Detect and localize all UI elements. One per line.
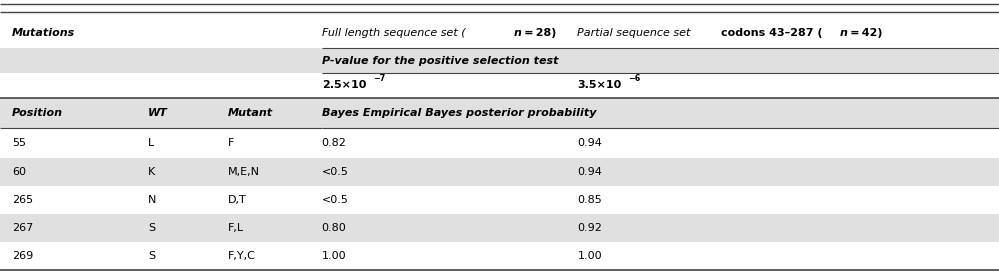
Text: Partial sequence set: Partial sequence set [577, 28, 694, 38]
Bar [0, 128, 999, 158]
Text: 0.82: 0.82 [322, 138, 347, 148]
Text: Full length sequence set (: Full length sequence set ( [322, 28, 466, 38]
Text: D,T: D,T [228, 195, 247, 205]
Text: codons 43–287 (: codons 43–287 ( [721, 28, 823, 38]
Text: F,Y,C: F,Y,C [228, 251, 256, 261]
Text: 1.00: 1.00 [322, 251, 347, 261]
Text: S: S [148, 251, 155, 261]
Text: WT: WT [148, 108, 168, 118]
Text: N: N [148, 195, 156, 205]
Text: 55: 55 [12, 138, 26, 148]
Bar [0, 48, 999, 73]
Text: <0.5: <0.5 [322, 167, 349, 177]
Text: n: n [513, 28, 521, 38]
Text: 0.92: 0.92 [577, 223, 602, 233]
Text: 0.85: 0.85 [577, 195, 602, 205]
Bar [0, 73, 999, 98]
Text: 3.5×10: 3.5×10 [577, 81, 621, 90]
Text: 1.00: 1.00 [577, 251, 602, 261]
Bar [0, 18, 999, 48]
Bar [0, 214, 999, 242]
Text: F,L: F,L [228, 223, 244, 233]
Text: Bayes Empirical Bayes posterior probability: Bayes Empirical Bayes posterior probabil… [322, 108, 596, 118]
Text: S: S [148, 223, 155, 233]
Text: Mutations: Mutations [12, 28, 75, 38]
Text: Mutant: Mutant [228, 108, 273, 118]
Text: Position: Position [12, 108, 63, 118]
Bar [0, 158, 999, 186]
Text: n: n [839, 28, 847, 38]
Text: = 42): = 42) [848, 28, 883, 38]
Text: F: F [228, 138, 234, 148]
Text: 0.94: 0.94 [577, 167, 602, 177]
Text: <0.5: <0.5 [322, 195, 349, 205]
Text: −6: −6 [628, 74, 640, 83]
Text: 265: 265 [12, 195, 33, 205]
Text: 0.80: 0.80 [322, 223, 347, 233]
Text: 2.5×10: 2.5×10 [322, 81, 366, 90]
Bar [0, 242, 999, 270]
Text: Full length sequence set (: Full length sequence set ( [322, 28, 466, 38]
Bar [0, 98, 999, 128]
Text: 0.94: 0.94 [577, 138, 602, 148]
Text: K: K [148, 167, 155, 177]
Text: 267: 267 [12, 223, 33, 233]
Text: L: L [148, 138, 154, 148]
Text: −7: −7 [373, 74, 385, 83]
Text: = 28): = 28) [522, 28, 556, 38]
Text: M,E,N: M,E,N [228, 167, 260, 177]
Text: 269: 269 [12, 251, 33, 261]
Text: 60: 60 [12, 167, 26, 177]
Text: P-value for the positive selection test: P-value for the positive selection test [322, 55, 558, 66]
Bar [0, 186, 999, 214]
